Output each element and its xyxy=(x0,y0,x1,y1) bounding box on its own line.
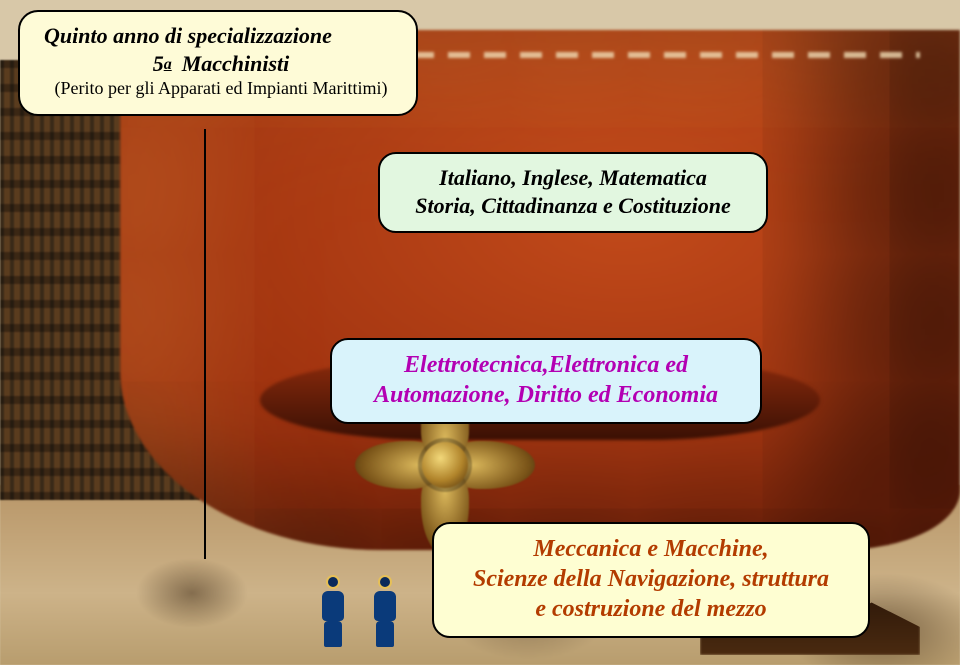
subjects-line1: Italiano, Inglese, Matematica xyxy=(400,164,746,192)
person-figure xyxy=(372,575,398,647)
eletro-line1: Elettrotecnica,Elettronica ed xyxy=(352,350,740,380)
ordinal-superscript: a xyxy=(164,56,172,73)
elettrotecnica-box: Elettrotecnica,Elettronica ed Automazion… xyxy=(330,338,762,424)
subjects-line2: Storia, Cittadinanza e Costituzione xyxy=(400,192,746,220)
person-figure xyxy=(320,575,346,647)
mech-line3: e costruzione del mezzo xyxy=(454,594,848,624)
mech-line1: Meccanica e Macchine, xyxy=(454,534,848,564)
eletro-line2: Automazione, Diritto ed Economia xyxy=(352,380,740,410)
ordinal-number: 5 xyxy=(153,51,164,76)
title-line2-rest: Macchinisti xyxy=(182,51,290,76)
mech-line2: Scienze della Navigazione, struttura xyxy=(454,564,848,594)
general-subjects-box: Italiano, Inglese, Matematica Storia, Ci… xyxy=(378,152,768,233)
title-line2: 5a Macchinisti xyxy=(44,50,398,78)
title-box: Quinto anno di specializzazione 5a Macchi… xyxy=(18,10,418,116)
connector-line xyxy=(204,129,206,559)
title-line1: Quinto anno di specializzazione xyxy=(44,22,398,50)
title-line3: (Perito per gli Apparati ed Impianti Mar… xyxy=(44,77,398,100)
meccanica-box: Meccanica e Macchine, Scienze della Navi… xyxy=(432,522,870,638)
